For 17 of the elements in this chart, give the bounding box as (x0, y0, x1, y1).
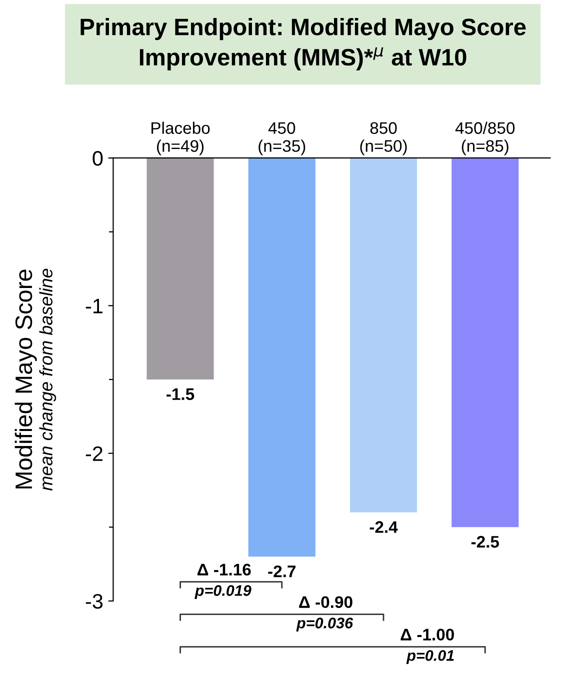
x-tick-label: 450/850 (n=85) (455, 122, 515, 156)
y-tick-label: 0 (92, 150, 103, 166)
data-label: -2.7 (268, 565, 296, 578)
annotation: Δ -1.16 p=0.019 (194, 564, 252, 599)
y-axis-title: Modified Mayo Score mean change from baseline (14, 268, 56, 491)
x-tick-label: 450 (n=35) (258, 122, 306, 156)
chart-title: Primary Endpoint: Modified Mayo Score Improvement (MMS)*$^{µ}$ at W10 (80, 18, 526, 70)
y-tick-label: -3 (86, 594, 103, 609)
y-tick-label: -2 (86, 446, 102, 461)
text: Δ -1.00 p=0.01 (400, 628, 454, 664)
x-tick-label: 850 (n=50) (360, 122, 407, 156)
y-tick-label: -1 (86, 298, 102, 314)
data-label: -1.5 (166, 388, 194, 400)
data-label: -2.5 (471, 536, 500, 548)
annotation: Δ -0.90 p=0.036 (296, 596, 354, 632)
x-tick-label: Placebo (n=49) (152, 122, 210, 156)
data-label: -2.4 (370, 521, 398, 533)
